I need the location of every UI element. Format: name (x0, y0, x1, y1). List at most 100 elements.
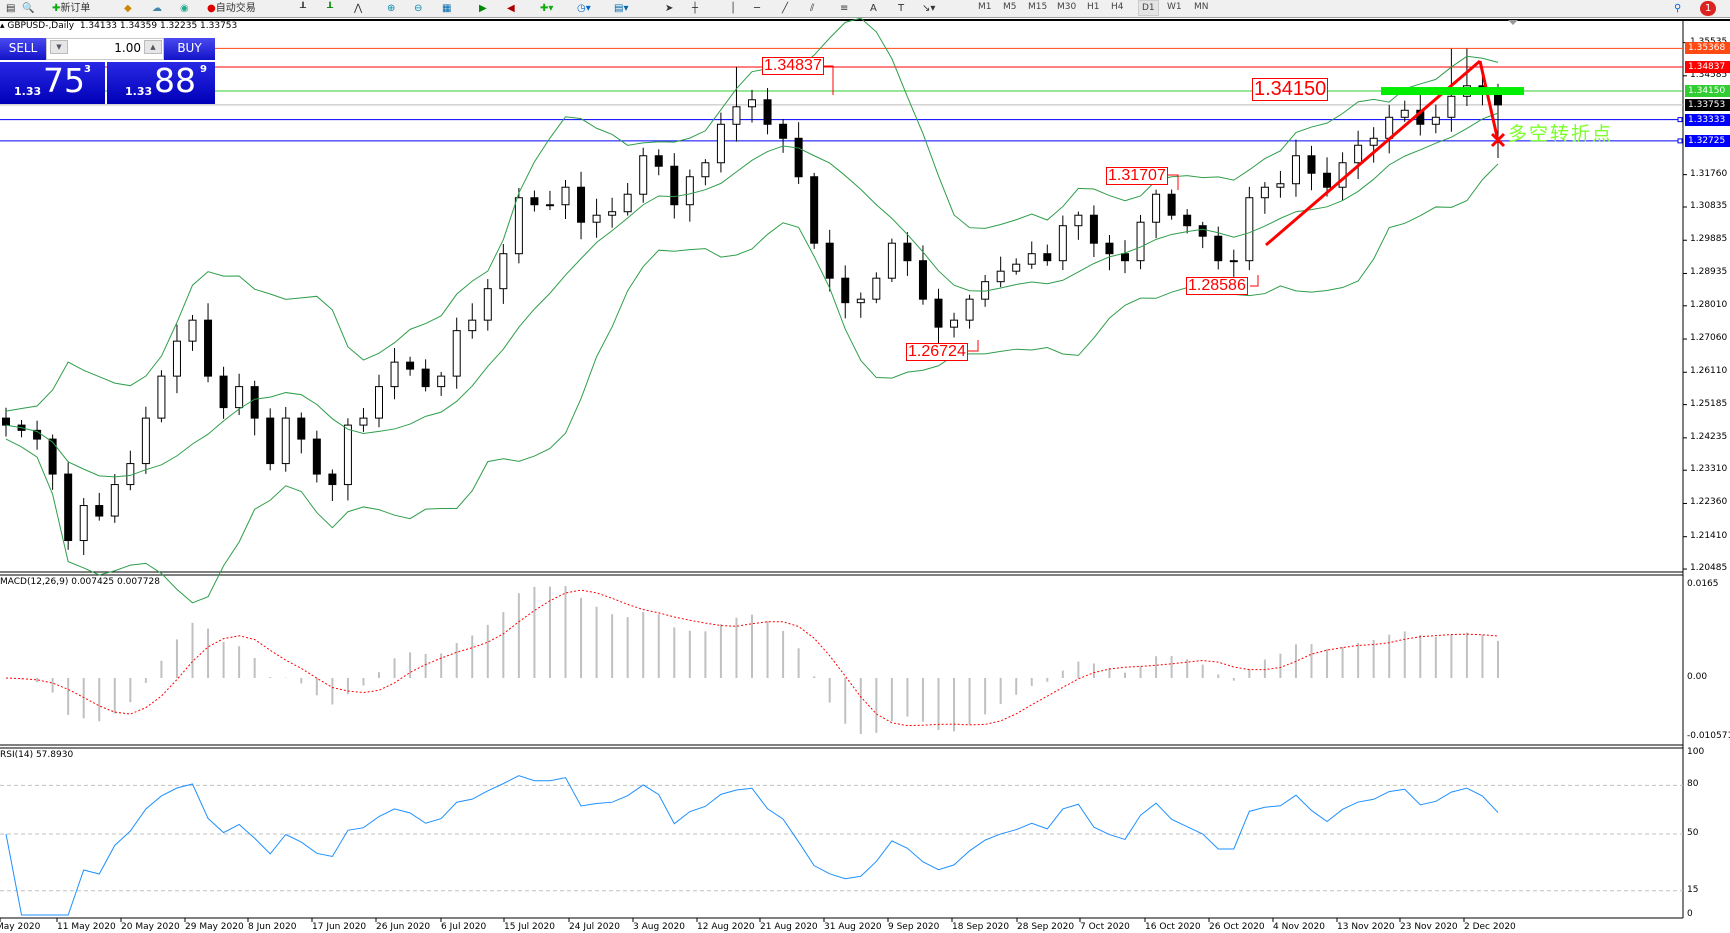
symbol-label: GBPUSD-,Daily (7, 21, 75, 31)
equidistant-channel-icon[interactable]: ⫽ (810, 3, 815, 14)
zoom-icon[interactable]: 🔍 (22, 3, 35, 14)
bear-candle (903, 242, 912, 262)
crosshair-icon[interactable]: ┼ (692, 3, 699, 14)
turning-point-text[interactable]: 多空转折点 (1508, 123, 1614, 145)
macd-label: MACD(12,26,9) 0.007425 0.007728 (0, 577, 160, 587)
timeframe-mn[interactable]: MN (1194, 2, 1209, 12)
ohlc-values: 1.34133 1.34359 1.32235 1.33753 (79, 21, 238, 31)
lot-decrease-button[interactable]: ▼ (50, 40, 68, 54)
time-axis-label: 15 Jul 2020 (504, 922, 555, 932)
new-order-button[interactable]: ✚新订单 (50, 1, 92, 16)
templates-icon[interactable]: ▤▾ (614, 3, 629, 14)
candlestick-icon[interactable]: ┸ (327, 3, 334, 14)
bear-candle (48, 438, 57, 475)
bull-candle (452, 330, 461, 377)
chart-shift-icon[interactable]: ◀ (507, 3, 515, 14)
bull-candle (701, 162, 710, 178)
bear-candle (810, 176, 819, 244)
timeframe-d1[interactable]: D1 (1138, 0, 1159, 16)
bull-candle (437, 375, 446, 388)
new-chart-icon[interactable]: ▤ (6, 3, 16, 14)
bear-candle (1089, 214, 1098, 244)
price-axis-label: 1.35535 (1690, 37, 1727, 47)
sell-price-prefix: 1.33 (14, 85, 42, 98)
bull-candle (856, 298, 865, 304)
price-line-label: 1.33753 (1685, 98, 1730, 111)
annotation-low-label[interactable]: 1.26724 (906, 343, 968, 361)
zoom-in-icon[interactable]: ⊕ (387, 3, 396, 14)
timeframe-m5[interactable]: M5 (1003, 2, 1017, 12)
sell-price[interactable]: 1.33 75 3 (0, 62, 105, 104)
search-icon[interactable]: ⚲ (1674, 3, 1682, 14)
tile-windows-icon[interactable]: ▦ (442, 3, 452, 14)
annotation-high-label[interactable]: 1.34837 (762, 57, 824, 75)
text-icon[interactable]: A (870, 3, 877, 14)
annotation-swing-high-label[interactable]: 1.31707 (1106, 167, 1168, 185)
time-axis-label: 8 Jun 2020 (248, 922, 297, 932)
vertical-line-icon[interactable]: │ (730, 3, 737, 14)
sell-button[interactable]: SELL (0, 38, 46, 60)
arrows-icon[interactable]: ↘▾ (922, 3, 936, 14)
auto-trading-label: 自动交易 (215, 3, 256, 14)
zoom-out-icon[interactable]: ⊖ (414, 3, 423, 14)
time-axis-label: 26 Oct 2020 (1209, 922, 1265, 932)
timeframe-h1[interactable]: H1 (1087, 2, 1100, 12)
notification-badge[interactable]: 1 (1700, 1, 1717, 16)
bull-candle (1431, 116, 1440, 125)
terminal-icon[interactable]: ☁ (152, 3, 162, 14)
annotation-leader (967, 340, 979, 352)
price-axis-label: 1.20485 (1690, 563, 1728, 574)
cursor-icon[interactable]: ➤ (665, 3, 674, 14)
bear-candle (825, 242, 834, 279)
bull-candle (79, 505, 88, 542)
stop-icon: ● (207, 3, 216, 14)
text-label-icon[interactable]: T (898, 3, 905, 14)
bull-candle (359, 417, 368, 426)
time-axis-label: 3 Aug 2020 (633, 922, 685, 932)
buy-button[interactable]: BUY (164, 38, 215, 60)
time-axis-label: 28 Sep 2020 (1017, 922, 1075, 932)
annotation-swing-low-label[interactable]: 1.28586 (1186, 277, 1248, 295)
bull-candle (157, 375, 166, 419)
line-chart-icon[interactable]: ⋀ (354, 3, 363, 14)
signals-icon[interactable]: ◉ (180, 3, 189, 14)
timeframe-m15[interactable]: M15 (1028, 2, 1048, 12)
indicators-icon[interactable]: ✚▾ (540, 3, 554, 14)
bull-candle (950, 319, 959, 328)
lot-increase-button[interactable]: ▲ (144, 40, 162, 54)
bar-chart-icon[interactable]: ┸ (300, 3, 307, 14)
bull-candle (1400, 109, 1409, 118)
horizontal-line-icon[interactable]: ─ (754, 3, 761, 14)
annotation-resistance-label[interactable]: 1.34150 (1252, 78, 1329, 101)
trendline-icon[interactable]: ╱ (782, 3, 789, 14)
lot-input[interactable]: 1.00 (114, 41, 141, 55)
timeframe-m1[interactable]: M1 (978, 2, 992, 12)
auto-trading-button[interactable]: ●自动交易 (205, 1, 258, 16)
price-axis-label: 1.29885 (1690, 234, 1728, 245)
time-axis-label: 11 May 2020 (57, 922, 116, 932)
bull-candle (468, 319, 477, 332)
buy-price-fraction: 9 (200, 64, 207, 75)
bull-candle (1012, 263, 1021, 272)
timeframe-w1[interactable]: W1 (1167, 2, 1182, 12)
price-axis-label: 1.21410 (1690, 530, 1728, 541)
timeframe-h4[interactable]: H4 (1111, 2, 1124, 12)
rsi-label: RSI(14) 57.8930 (0, 750, 74, 760)
rsi-axis-label: 80 (1687, 779, 1699, 790)
timeframe-m30[interactable]: M30 (1057, 2, 1077, 12)
buy-price[interactable]: 1.33 88 9 (107, 62, 215, 104)
plus-icon: ✚ (52, 3, 61, 14)
navigator-icon[interactable]: ◆ (124, 3, 132, 14)
bull-candle (1058, 225, 1067, 262)
price-axis-label: 1.28010 (1690, 299, 1728, 310)
bear-candle (33, 429, 42, 440)
rsi-line (5, 775, 1499, 916)
periods-icon[interactable]: ◷▾ (577, 3, 591, 14)
fibonacci-icon[interactable]: ≡ (840, 3, 849, 14)
macd-axis-label: -0.010571 (1687, 731, 1730, 741)
auto-scroll-icon[interactable]: ▶ (479, 3, 487, 14)
lot-box: ▼ 1.00 ▲ (46, 38, 164, 60)
bull-candle (1245, 197, 1254, 262)
buy-price-pips: 88 (154, 61, 196, 100)
